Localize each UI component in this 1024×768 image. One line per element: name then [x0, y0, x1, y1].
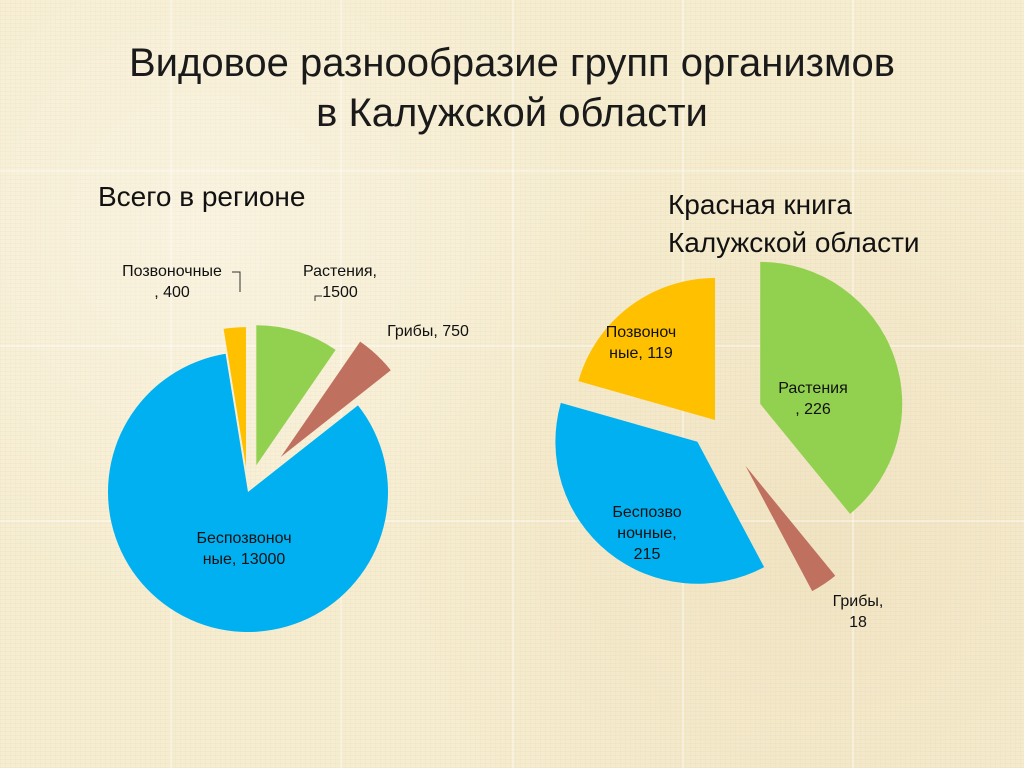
background-line — [0, 170, 1024, 172]
chart-2-title-line-2: Калужской области — [668, 227, 920, 258]
label-leader-line — [232, 271, 241, 292]
slice-data-label: Беспозво ночные, 215 — [612, 504, 681, 563]
slice-data-label: Грибы, 750 — [387, 323, 469, 340]
label-leader-line — [314, 295, 322, 301]
pie-slice — [107, 353, 389, 632]
pie-slice — [223, 327, 246, 468]
pie-slice — [578, 278, 715, 420]
chart-1-title-text: Всего в регионе — [98, 181, 306, 212]
slice-data-label: Позвоноч ные, 119 — [606, 324, 677, 362]
slide-title-line-2: в Калужской области — [316, 91, 708, 135]
slice-data-label: Растения, 1500 — [303, 263, 377, 301]
slide-title: Видовое разнообразие групп организмов в … — [0, 38, 1024, 138]
slice-data-label: Беспозвоноч ные, 13000 — [196, 530, 291, 568]
background-line — [0, 345, 1024, 347]
pie-slice — [256, 325, 336, 466]
background-line — [512, 0, 514, 768]
pie-slice — [760, 261, 903, 514]
pie-chart-total: Растения, 1500 Грибы, 750 Беспозвоноч ные, 1… — [107, 263, 469, 632]
background-line — [0, 520, 1024, 522]
pie-slice — [745, 465, 836, 592]
pie-slice — [555, 402, 765, 584]
slide-title-line-1: Видовое разнообразие групп организмов — [128, 41, 895, 85]
slice-data-label: Грибы, 18 — [833, 593, 884, 631]
chart-2-title-line-1: Красная книга — [668, 189, 852, 220]
slice-data-label: Растения, 226 — [778, 380, 848, 418]
slice-data-label: Позвоночные, 400 — [122, 263, 222, 301]
pie-slice — [280, 341, 391, 457]
pie-chart-red-book: Растения, 226 Грибы, 18 Беспозво ночные, 215 П… — [555, 261, 903, 631]
chart-1-title: Всего в регионе — [98, 178, 305, 216]
chart-2-title: Красная книга Калужской области — [668, 186, 920, 262]
